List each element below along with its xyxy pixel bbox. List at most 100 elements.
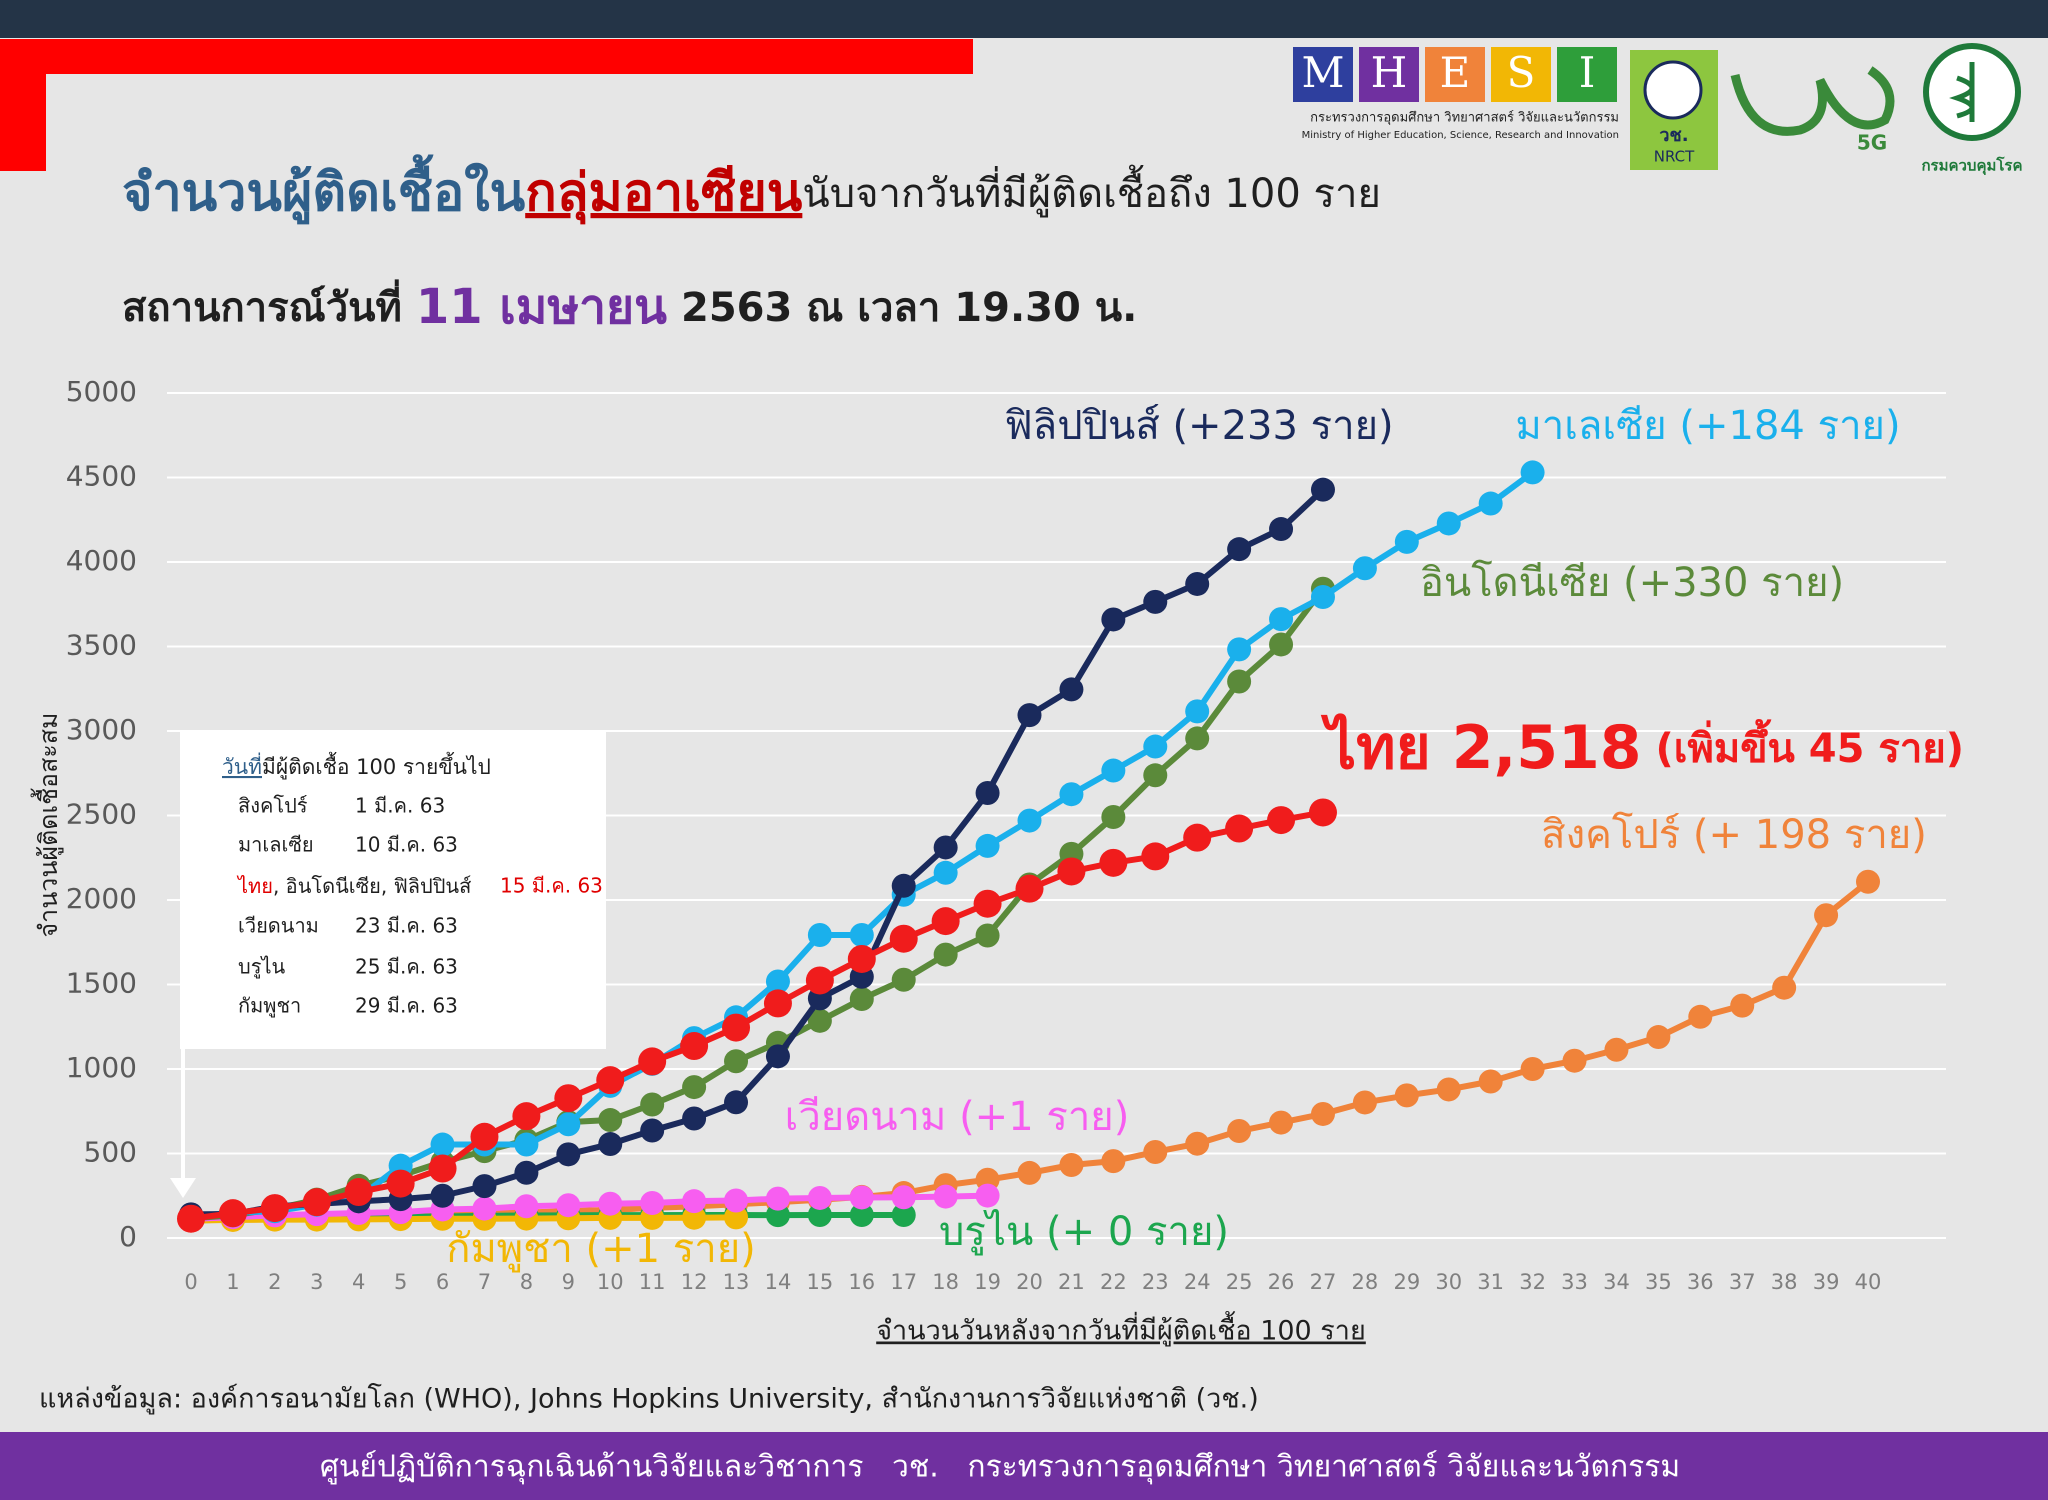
x-tick-label: 3 <box>310 1270 323 1294</box>
x-tick-label: 38 <box>1771 1270 1798 1294</box>
x-tick-label: 27 <box>1310 1270 1337 1294</box>
series-marker <box>891 873 916 898</box>
series-marker <box>1017 808 1042 833</box>
annotation-date: 23 มี.ค. 63 <box>355 914 458 938</box>
chart-subtitle: สถานการณ์วันที่ 11 เมษายน 2563 ณ เวลา 19.3… <box>122 279 1137 335</box>
series-marker <box>1183 823 1212 852</box>
x-tick-label: 39 <box>1813 1270 1840 1294</box>
y-tick-label: 3000 <box>66 713 137 746</box>
x-tick-label: 35 <box>1645 1270 1672 1294</box>
series-marker <box>933 1184 958 1209</box>
y-tick-label: 5000 <box>66 375 137 408</box>
series-marker <box>1143 763 1168 788</box>
mhesi-box <box>1425 47 1485 102</box>
annotation-arrowhead <box>170 1178 196 1198</box>
series-marker <box>1310 477 1335 502</box>
series-label: มาเลเซีย (+184 ราย) <box>1515 403 1900 449</box>
series-marker <box>1352 1090 1377 1115</box>
x-tick-label: 33 <box>1561 1270 1588 1294</box>
series-marker <box>512 1102 541 1131</box>
series-marker <box>891 1185 916 1210</box>
series-marker <box>1310 584 1335 609</box>
annotation-row: ไทย, อินโดนีเซีย, ฟิลิปปินส์ <box>236 874 471 898</box>
ddc-th: กรมควบคุมโรค <box>1921 156 2022 176</box>
series-marker <box>640 1191 665 1216</box>
series-marker <box>807 1008 832 1033</box>
series-marker <box>386 1169 415 1198</box>
series-marker <box>682 1189 707 1214</box>
subtitle-part: 11 เมษายน <box>416 279 667 335</box>
x-tick-label: 6 <box>436 1270 449 1294</box>
y-tick-label: 1000 <box>66 1051 137 1084</box>
series-marker <box>1143 589 1168 614</box>
series-marker <box>1520 460 1545 485</box>
series-label: บรูไน (+ 0 ราย) <box>939 1209 1229 1255</box>
series-marker <box>472 1174 497 1199</box>
series-marker <box>1227 537 1252 562</box>
logos: M H E S I กระทรวงการอุดมศึกษา วิทยาศาสตร์ วิจ… <box>1293 43 2023 176</box>
series-marker <box>1141 842 1170 871</box>
x-tick-label: 28 <box>1352 1270 1379 1294</box>
x-tick-label: 20 <box>1016 1270 1043 1294</box>
x-tick-label: 29 <box>1393 1270 1420 1294</box>
annotation-box <box>180 731 606 1049</box>
series-marker <box>849 922 874 947</box>
series-marker <box>682 1106 707 1131</box>
title-part: กลุ่มอาเซียน <box>525 163 803 225</box>
x-tick-label: 40 <box>1855 1270 1882 1294</box>
mhesi-box <box>1359 47 1419 102</box>
series-label: ฟิลิปปินส์ (+233 ราย) <box>1004 403 1393 449</box>
series-marker <box>556 1193 581 1218</box>
series-marker <box>724 1049 749 1074</box>
red-corner <box>0 39 46 171</box>
mhesi-letter: E <box>1440 48 1471 97</box>
ddc-symbol <box>1949 62 1975 122</box>
series-marker <box>805 966 834 995</box>
series-marker <box>1520 1057 1545 1081</box>
series-marker <box>682 1205 707 1230</box>
red-bar <box>0 39 973 74</box>
series-marker <box>765 1044 790 1069</box>
y-tick-label: 2500 <box>66 798 137 831</box>
y-axis-title: จำนวนผู้ติดเชื้อสะสม <box>30 713 64 938</box>
series-line <box>190 809 1324 1222</box>
anniversary-logo <box>1730 66 1895 136</box>
mhesi-box <box>1491 47 1551 102</box>
series-marker <box>891 967 916 992</box>
series-marker <box>1225 814 1254 843</box>
series-marker <box>891 1203 916 1228</box>
series-marker <box>1227 1119 1252 1144</box>
annotation-country: , อินโดนีเซีย, ฟิลิปปินส์ <box>273 874 471 898</box>
footer-text: ศูนย์ปฏิบัติการฉุกเฉินด้านวิจัยและวิชากา… <box>320 1450 1680 1486</box>
series-marker <box>1646 1025 1671 1050</box>
series-marker <box>640 1118 665 1143</box>
series-marker <box>763 989 792 1018</box>
x-tick-label: 0 <box>184 1270 197 1294</box>
x-tick-label: 9 <box>562 1270 575 1294</box>
series-marker <box>975 1183 1000 1208</box>
series-marker <box>682 1075 707 1100</box>
annotation-date: 1 มี.ค. 63 <box>355 794 445 818</box>
annotation-country: บรูไน <box>238 955 285 980</box>
series-marker <box>1562 1048 1587 1073</box>
mhesi-box <box>1293 47 1353 102</box>
series-label-note: (เพิ่มขึ้น 45 ราย) <box>1656 719 1965 772</box>
series-marker <box>1269 607 1294 632</box>
series-marker <box>1267 806 1296 835</box>
series-marker <box>1143 1139 1168 1164</box>
mhesi-letter: M <box>1301 48 1344 97</box>
series-marker <box>765 969 790 994</box>
x-tick-label: 37 <box>1729 1270 1756 1294</box>
source-note: แหล่งข้อมูล: องค์การอนามัยโลก (WHO), Joh… <box>39 1383 1259 1415</box>
series-marker <box>1059 677 1084 702</box>
mhesi-en: Ministry of Higher Education, Science, R… <box>1302 130 1619 141</box>
series-marker <box>430 1132 455 1157</box>
series-marker <box>218 1199 247 1228</box>
series-marker <box>514 1132 539 1157</box>
series-marker <box>849 987 874 1012</box>
x-tick-label: 17 <box>890 1270 917 1294</box>
y-tick-label: 0 <box>119 1220 137 1253</box>
series-label-name: ไทย 2,518 <box>1320 712 1642 783</box>
annotation-date: 25 มี.ค. 63 <box>355 955 458 979</box>
